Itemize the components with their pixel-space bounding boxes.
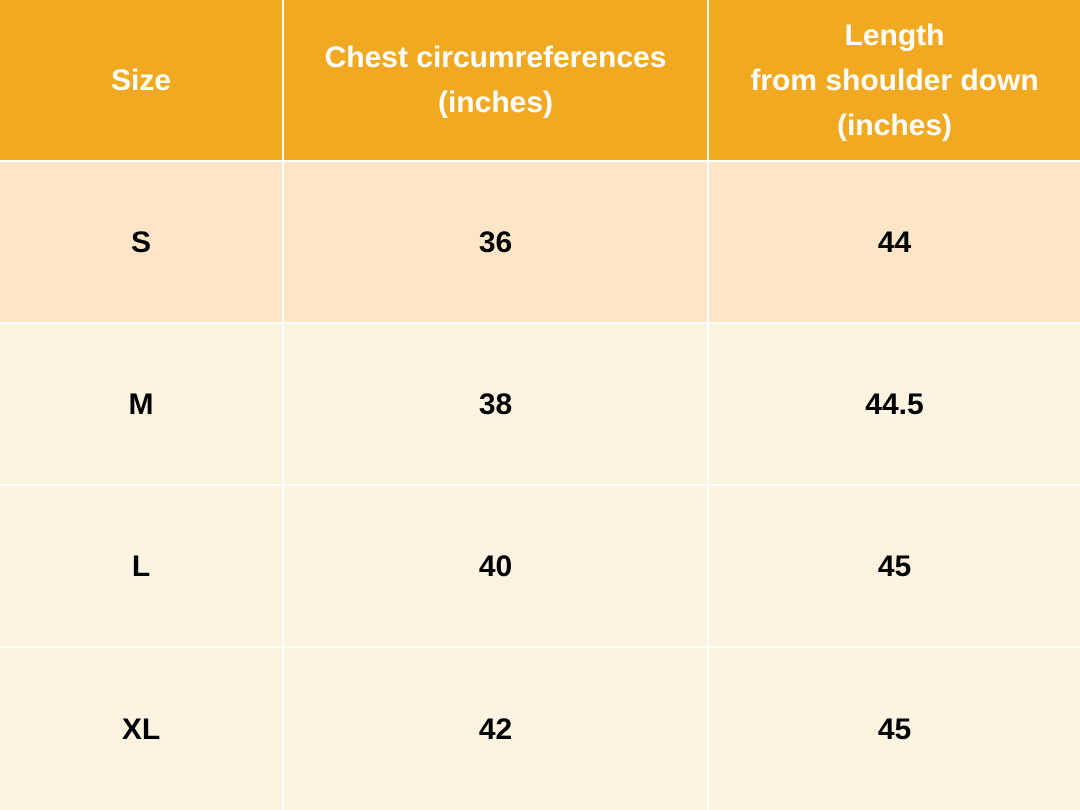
table-cell: 44 bbox=[709, 162, 1080, 322]
table-cell: 42 bbox=[284, 648, 707, 810]
table-cell: 40 bbox=[284, 486, 707, 646]
table-cell: 45 bbox=[709, 486, 1080, 646]
header-text: (inches) bbox=[836, 108, 953, 142]
table-cell: XL bbox=[0, 648, 282, 810]
table-cell: 36 bbox=[284, 162, 707, 322]
cell-text: 36 bbox=[478, 225, 513, 259]
cell-text: 45 bbox=[877, 549, 912, 583]
header-cell: Size bbox=[0, 0, 282, 160]
header-text: Size bbox=[110, 63, 172, 97]
header-text: Length bbox=[844, 18, 945, 52]
cell-text: S bbox=[130, 225, 151, 259]
cell-text: 44 bbox=[877, 225, 912, 259]
header-text: from shoulder down bbox=[750, 63, 1039, 97]
table-cell: 44.5 bbox=[709, 324, 1080, 484]
table-cell: 38 bbox=[284, 324, 707, 484]
table-cell: M bbox=[0, 324, 282, 484]
cell-text: L bbox=[131, 549, 151, 583]
table-cell: S bbox=[0, 162, 282, 322]
cell-text: 38 bbox=[478, 387, 513, 421]
header-text: Chest circumreferences bbox=[324, 41, 667, 74]
cell-text: 42 bbox=[478, 712, 513, 746]
table-cell: L bbox=[0, 486, 282, 646]
cell-text: M bbox=[128, 387, 154, 421]
cell-text: XL bbox=[121, 712, 161, 746]
cell-text: 44.5 bbox=[865, 387, 924, 421]
header-cell: Length from shoulder down (inches) bbox=[709, 0, 1080, 160]
cell-text: 40 bbox=[478, 549, 513, 583]
header-cell: Chest circumreferences (inches) bbox=[284, 0, 707, 160]
cell-text: 45 bbox=[877, 712, 912, 746]
table-cell: 45 bbox=[709, 648, 1080, 810]
header-text: (inches) bbox=[437, 86, 554, 119]
